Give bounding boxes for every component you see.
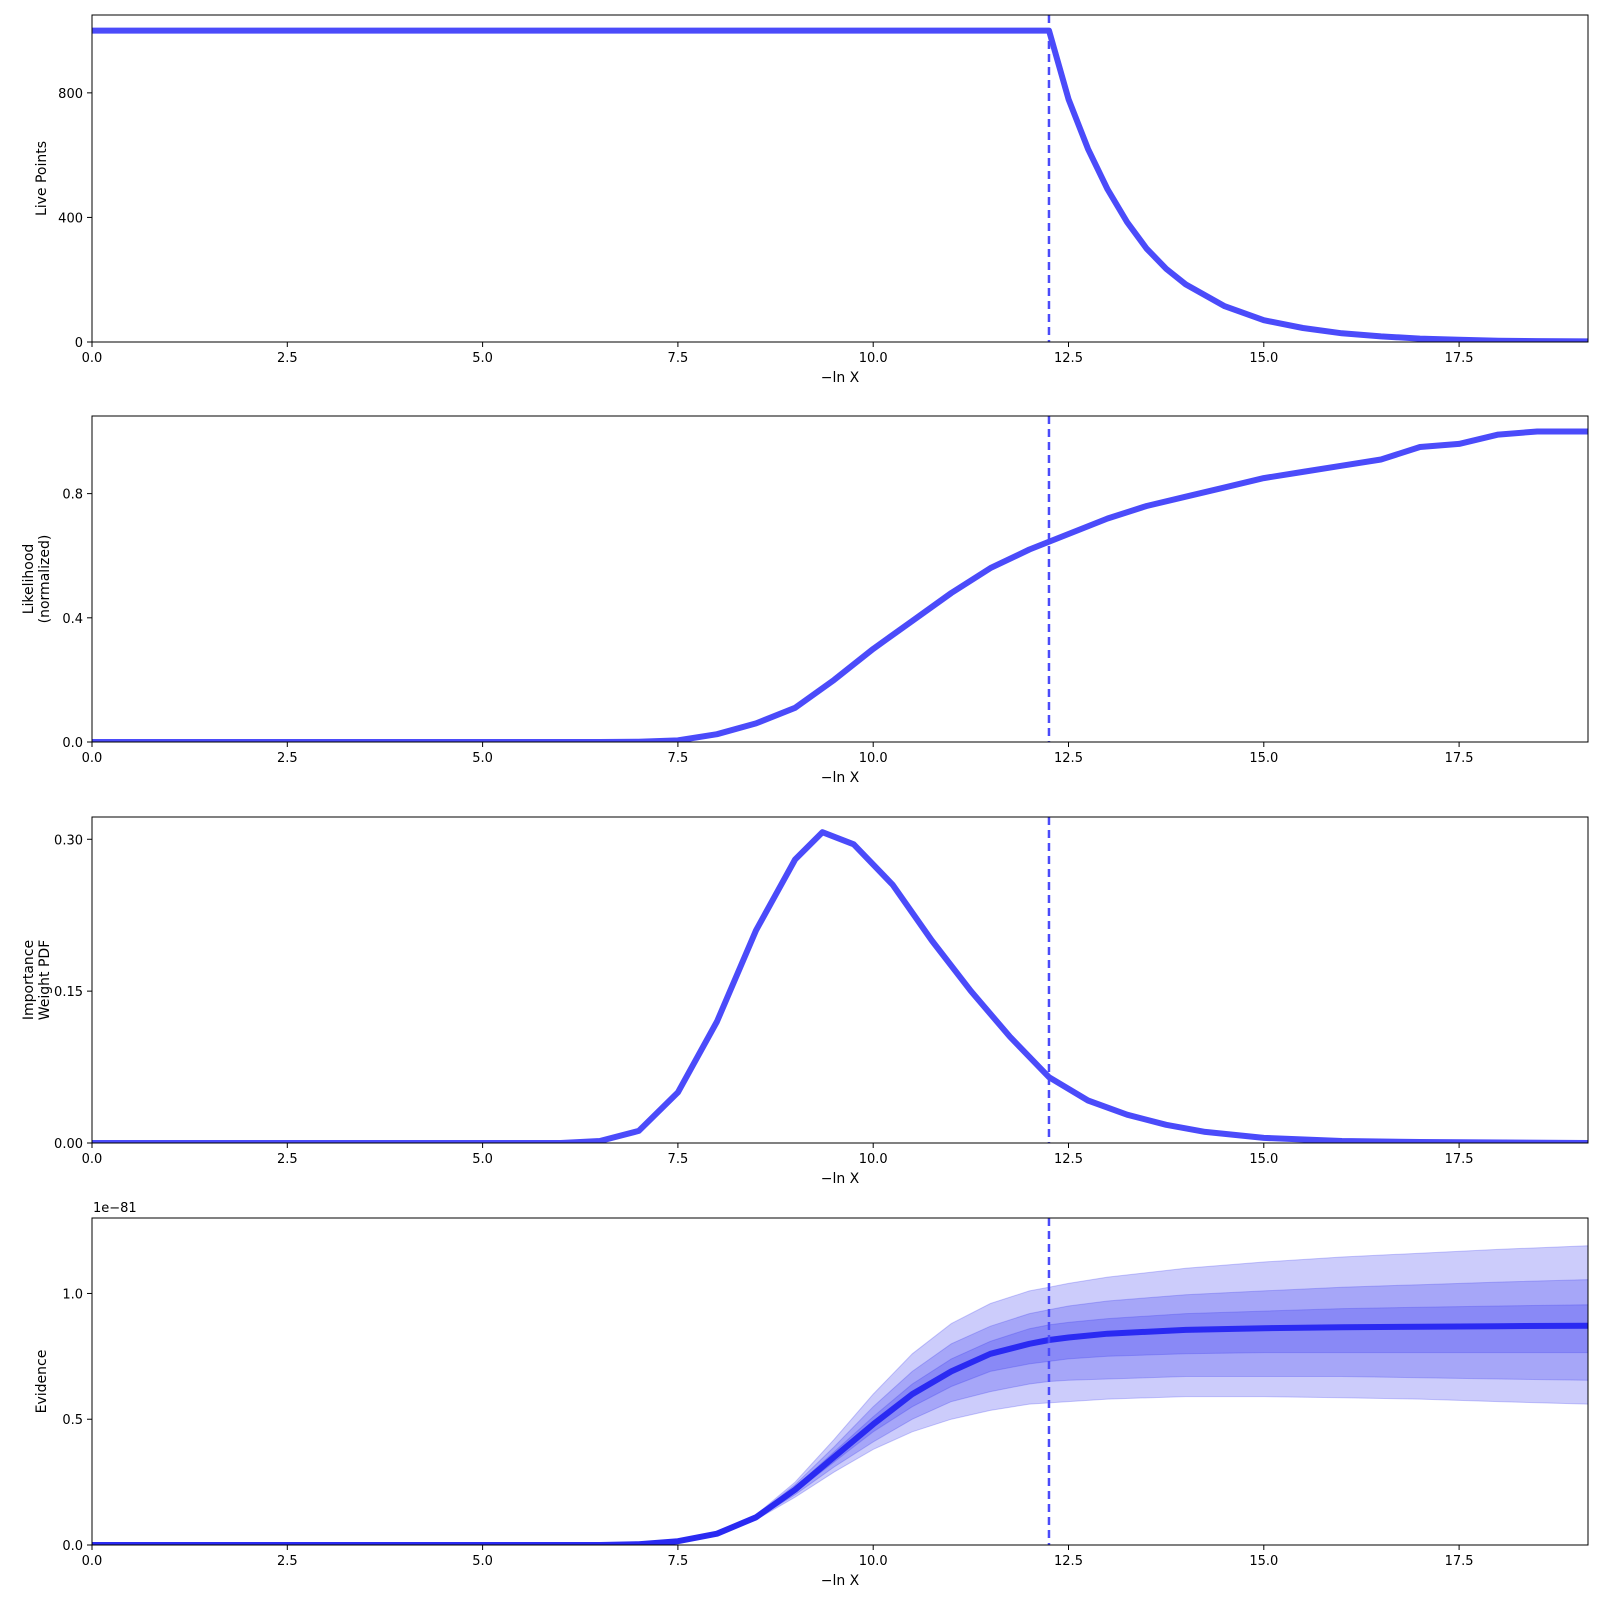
importance-weight-y-tick-label: 0.30 bbox=[54, 833, 83, 848]
likelihood-y-tick-label: 0.4 bbox=[62, 612, 83, 627]
evidence-plot-area bbox=[92, 1218, 1588, 1545]
live-points-axes-frame bbox=[91, 14, 1589, 343]
evidence-x-tick-label: 5.0 bbox=[472, 1554, 493, 1569]
importance-weight-y-axis-label: Importance bbox=[21, 940, 37, 1020]
importance-weight-x-tick-label: 0.0 bbox=[82, 1152, 103, 1167]
live-points-series-line bbox=[92, 27, 1588, 342]
likelihood-series-line bbox=[92, 428, 1588, 742]
likelihood-y-axis-label: (normalized) bbox=[37, 535, 53, 624]
live-points-x-tick-label: 15.0 bbox=[1249, 351, 1278, 366]
evidence-band-1 bbox=[92, 1245, 1588, 1545]
evidence-band-3 bbox=[92, 1304, 1588, 1545]
importance-weight-x-tick-label: 7.5 bbox=[668, 1152, 689, 1167]
importance-weight-panel: 0.0 2.5 5.0 7.5 10.0 12.5 15.0 17.5 0.00 0.15 0.30… bbox=[21, 816, 1589, 1187]
live-points-x-tick-label: 0.0 bbox=[82, 351, 103, 366]
likelihood-plot-area bbox=[92, 416, 1588, 742]
evidence-y-tick-label: 0.0 bbox=[62, 1539, 83, 1554]
likelihood-y-tick-label: 0.8 bbox=[62, 488, 83, 503]
likelihood-y-axis-label: Likelihood bbox=[21, 544, 37, 615]
evidence-x-tick-label: 2.5 bbox=[277, 1554, 298, 1569]
likelihood-x-tick-label: 10.0 bbox=[859, 751, 888, 766]
live-points-x-tick-label: 7.5 bbox=[668, 351, 689, 366]
evidence-x-tick-label: 0.0 bbox=[82, 1554, 103, 1569]
importance-weight-plot-area bbox=[92, 817, 1588, 1143]
live-points-y-tick-label: 400 bbox=[58, 211, 83, 226]
live-points-y-tick-label: 800 bbox=[58, 87, 83, 102]
live-points-x-axis-label: −ln X bbox=[821, 370, 860, 386]
importance-weight-x-tick-label: 5.0 bbox=[472, 1152, 493, 1167]
evidence-y-tick-label: 0.5 bbox=[62, 1413, 83, 1428]
evidence-mean-line bbox=[92, 1322, 1588, 1545]
likelihood-x-tick-label: 2.5 bbox=[277, 751, 298, 766]
importance-weight-y-axis-label: Weight PDF bbox=[37, 940, 53, 1021]
live-points-y-tick-label: 0 bbox=[75, 336, 83, 351]
live-points-x-tick-label: 2.5 bbox=[277, 351, 298, 366]
evidence-y-tick-label: 1.0 bbox=[62, 1287, 83, 1302]
importance-weight-x-tick-label: 10.0 bbox=[859, 1152, 888, 1167]
evidence-x-axis-label: −ln X bbox=[821, 1573, 860, 1589]
importance-weight-x-axis-label: −ln X bbox=[821, 1171, 860, 1187]
likelihood-x-tick-label: 15.0 bbox=[1249, 751, 1278, 766]
importance-weight-y-tick-label: 0.15 bbox=[54, 985, 83, 1000]
evidence-x-tick-label: 15.0 bbox=[1249, 1554, 1278, 1569]
likelihood-x-tick-label: 7.5 bbox=[668, 751, 689, 766]
importance-weight-x-tick-label: 15.0 bbox=[1249, 1152, 1278, 1167]
likelihood-axes-frame bbox=[91, 415, 1589, 743]
likelihood-panel: 0.0 2.5 5.0 7.5 10.0 12.5 15.0 17.5 0.0 0.4 0.8 −ln… bbox=[21, 415, 1589, 786]
importance-weight-x-tick-label: 17.5 bbox=[1445, 1152, 1474, 1167]
likelihood-x-tick-label: 17.5 bbox=[1445, 751, 1474, 766]
importance-weight-series-line bbox=[92, 829, 1588, 1143]
evidence-x-tick-label: 10.0 bbox=[859, 1554, 888, 1569]
evidence-offset-text: 1e−81 bbox=[93, 1201, 137, 1216]
evidence-axes-frame bbox=[91, 1217, 1589, 1546]
live-points-x-tick-label: 10.0 bbox=[859, 351, 888, 366]
importance-weight-axes-frame bbox=[91, 816, 1589, 1144]
likelihood-x-tick-label: 5.0 bbox=[472, 751, 493, 766]
live-points-panel: 0.0 2.5 5.0 7.5 10.0 12.5 15.0 17.5 0 400 800 −ln X… bbox=[34, 14, 1589, 386]
evidence-x-tick-label: 17.5 bbox=[1445, 1554, 1474, 1569]
likelihood-x-tick-label: 0.0 bbox=[82, 751, 103, 766]
likelihood-x-tick-label: 12.5 bbox=[1054, 751, 1083, 766]
importance-weight-y-tick-label: 0.00 bbox=[54, 1137, 83, 1152]
evidence-panel: 0.0 2.5 5.0 7.5 10.0 12.5 15.0 17.5 0.0 0.5 1.0 −ln… bbox=[34, 1201, 1589, 1589]
live-points-x-tick-label: 17.5 bbox=[1445, 351, 1474, 366]
live-points-y-axis-label: Live Points bbox=[34, 141, 50, 216]
importance-weight-x-tick-label: 12.5 bbox=[1054, 1152, 1083, 1167]
evidence-y-axis-label: Evidence bbox=[34, 1350, 50, 1414]
evidence-band-2 bbox=[92, 1279, 1588, 1545]
evidence-x-tick-label: 7.5 bbox=[668, 1554, 689, 1569]
likelihood-x-axis-label: −ln X bbox=[821, 770, 860, 786]
live-points-x-tick-label: 5.0 bbox=[472, 351, 493, 366]
live-points-plot-area bbox=[92, 15, 1588, 342]
importance-weight-x-tick-label: 2.5 bbox=[277, 1152, 298, 1167]
evidence-x-tick-label: 12.5 bbox=[1054, 1554, 1083, 1569]
live-points-x-tick-label: 12.5 bbox=[1054, 351, 1083, 366]
likelihood-y-tick-label: 0.0 bbox=[62, 736, 83, 751]
